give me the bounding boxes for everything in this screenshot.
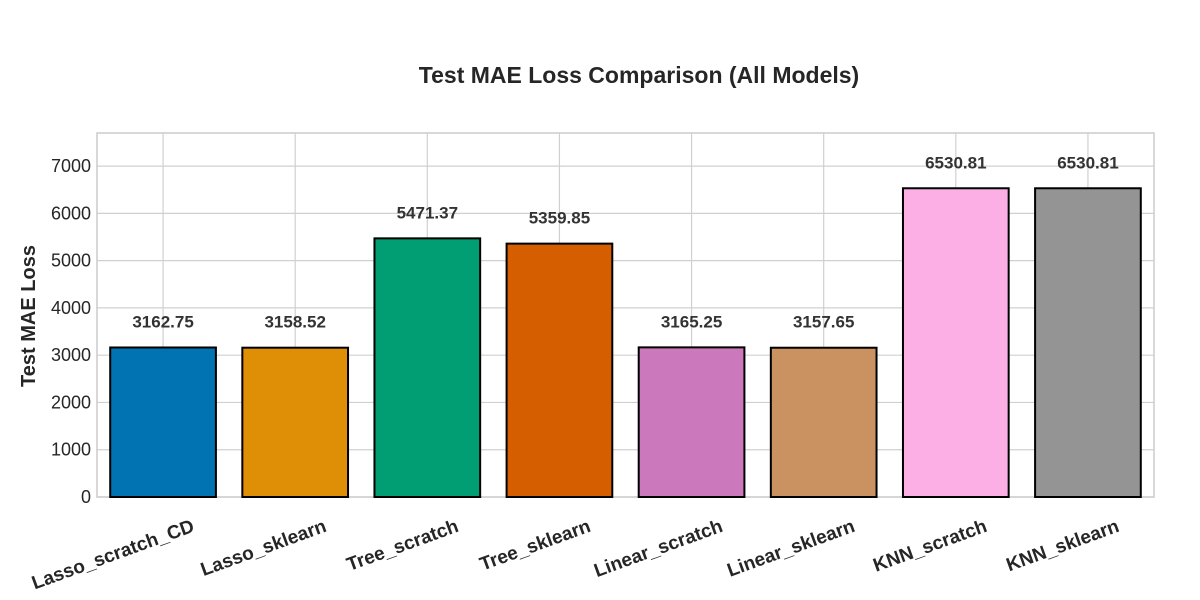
bars <box>109 187 1142 499</box>
bar-linear-scratch <box>637 346 746 498</box>
data-label: 3157.65 <box>793 313 854 332</box>
y-axis-label: Test MAE Loss <box>18 245 40 387</box>
chart-title: Test MAE Loss Comparison (All Models) <box>419 62 859 88</box>
plot-area-frame <box>96 132 1155 498</box>
bar-tree-scratch <box>373 237 482 498</box>
y-tick-label: 4000 <box>51 298 91 318</box>
data-label: 3162.75 <box>132 312 193 331</box>
bar-knn-scratch <box>901 187 1010 498</box>
data-label: 5471.37 <box>397 203 458 222</box>
y-tick-label: 6000 <box>51 203 91 223</box>
bar-linear-sklearn <box>769 346 878 498</box>
x-tick-label: Tree_sklearn <box>477 516 593 575</box>
x-tick-label: Linear_sklearn <box>725 516 858 582</box>
x-tick-label: Lasso_sklearn <box>198 516 329 581</box>
bar-lasso-sklearn <box>241 346 350 498</box>
bar-lasso-scratch-cd <box>109 346 217 499</box>
x-tick-label: Lasso_scratch_CD <box>29 516 197 594</box>
y-tick-label: 1000 <box>51 440 91 460</box>
y-tick-label: 2000 <box>51 392 91 412</box>
x-tick-label: Tree_scratch <box>344 516 461 576</box>
data-label: 3158.52 <box>264 313 325 332</box>
y-tick-label: 7000 <box>51 156 91 176</box>
x-tick-label: KNN_sklearn <box>1004 516 1122 576</box>
data-label: 6530.81 <box>1057 153 1118 172</box>
bar-tree-sklearn <box>505 242 614 498</box>
y-tick-label: 0 <box>81 487 91 507</box>
data-label: 3165.25 <box>661 312 722 331</box>
data-label: 5359.85 <box>529 209 590 228</box>
data-label: 6530.81 <box>925 153 986 172</box>
bar-knn-sklearn <box>1034 187 1142 498</box>
x-axis-ticks: Lasso_scratch_CD Lasso_sklearn Tree_scratc… <box>29 516 1122 594</box>
data-labels: 3162.75 3158.52 5471.37 5359.85 3165.25 3157.… <box>132 153 1118 331</box>
x-tick-label: Linear_scratch <box>591 516 725 582</box>
x-tick-label: KNN_scratch <box>871 516 990 577</box>
y-axis-ticks: 0 1000 2000 3000 4000 5000 6000 7000 <box>51 156 91 507</box>
y-tick-label: 3000 <box>51 345 91 365</box>
y-tick-label: 5000 <box>51 251 91 271</box>
